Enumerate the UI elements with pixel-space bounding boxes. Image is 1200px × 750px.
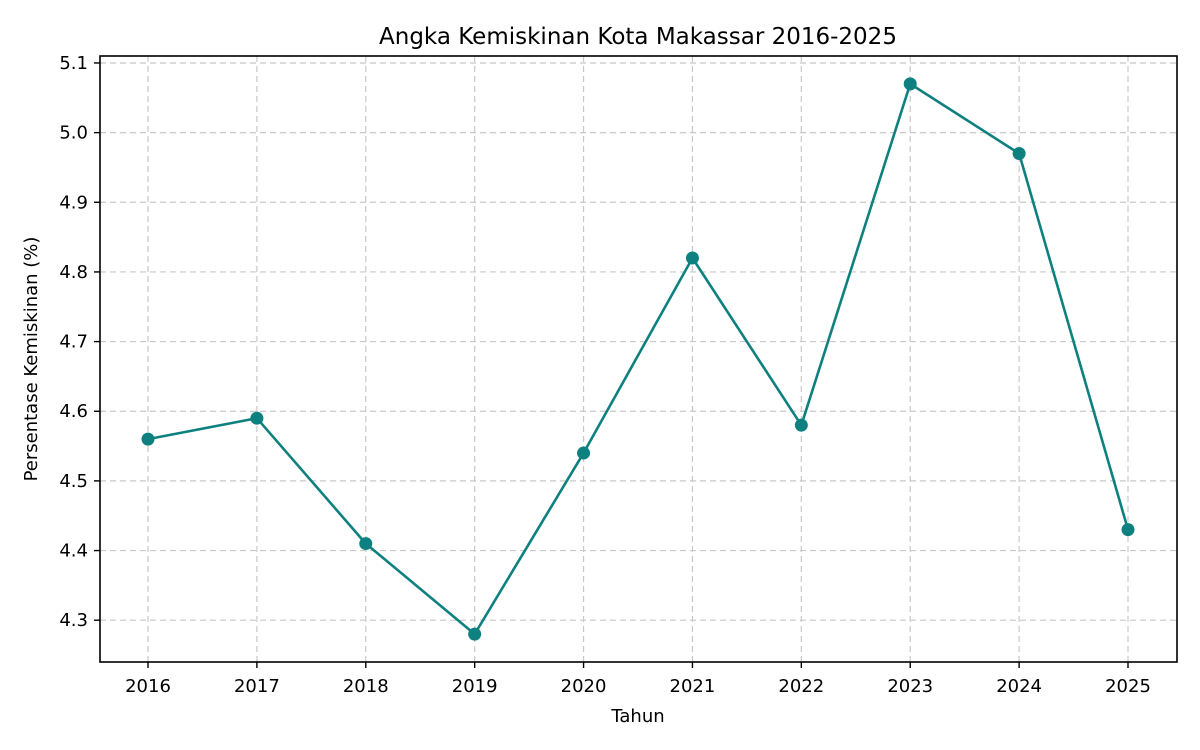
x-tick-label: 2021 <box>670 676 716 697</box>
x-axis-label: Tahun <box>610 706 664 727</box>
series-group <box>141 77 1135 641</box>
axis-ticks: 2016 2017 2018 2019 2020 2021 2022 2023 2024 2025… <box>59 53 1151 697</box>
y-tick-label: 4.9 <box>59 192 88 213</box>
data-point <box>577 446 591 460</box>
x-tick-label: 2022 <box>778 676 824 697</box>
data-point <box>250 411 264 425</box>
y-tick-label: 4.8 <box>59 262 88 283</box>
x-tick-label: 2024 <box>996 676 1042 697</box>
x-tick-label: 2016 <box>125 676 171 697</box>
data-point <box>468 627 482 641</box>
y-tick-label: 4.7 <box>59 332 88 353</box>
x-tick-label: 2017 <box>234 676 280 697</box>
x-tick-label: 2018 <box>343 676 389 697</box>
x-tick-label: 2023 <box>887 676 933 697</box>
y-tick-label: 5.0 <box>59 123 88 144</box>
series-line <box>147 82 1130 636</box>
y-axis-label: Persentase Kemiskinan (%) <box>21 237 42 482</box>
y-tick-label: 5.1 <box>59 53 88 74</box>
data-point <box>1121 523 1135 537</box>
data-point <box>903 77 917 91</box>
data-point <box>1012 147 1026 161</box>
data-point <box>794 418 808 432</box>
chart-title: Angka Kemiskinan Kota Makassar 2016-2025 <box>379 24 897 50</box>
data-point <box>359 537 373 551</box>
plot-frame <box>99 55 1178 663</box>
gridlines <box>100 56 1177 662</box>
data-point <box>685 251 699 265</box>
x-tick-label: 2019 <box>452 676 498 697</box>
y-tick-label: 4.6 <box>59 401 88 422</box>
data-point <box>141 432 155 446</box>
x-tick-label: 2025 <box>1105 676 1151 697</box>
y-tick-label: 4.3 <box>59 610 88 631</box>
y-tick-label: 4.5 <box>59 471 88 492</box>
x-tick-label: 2020 <box>561 676 607 697</box>
y-tick-label: 4.4 <box>59 541 88 562</box>
